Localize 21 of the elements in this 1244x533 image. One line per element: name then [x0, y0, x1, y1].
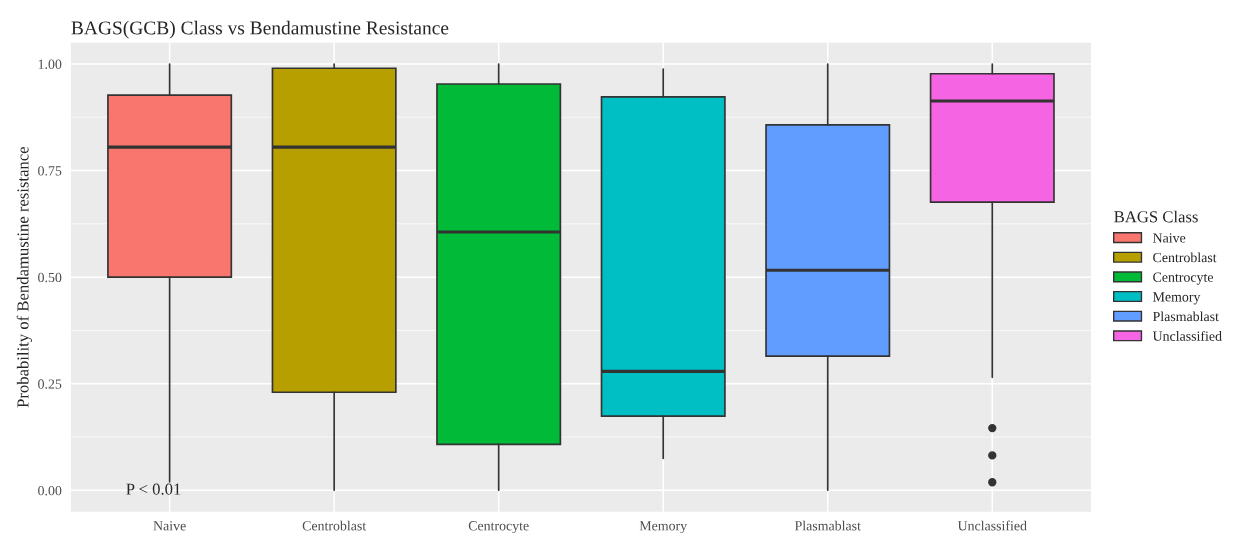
legend-label: Naive	[1152, 233, 1186, 243]
annotation: P < 0.01	[126, 483, 181, 495]
y-tick-label: 0.00	[38, 485, 62, 496]
y-tick-label: 0.75	[38, 166, 62, 176]
legend-label: Memory	[1152, 292, 1201, 305]
y-tick-label: 0.50	[38, 272, 62, 283]
x-tick-label: Naive	[153, 521, 186, 531]
x-tick-label: Memory	[639, 521, 688, 533]
y-axis-title: Probability of Bendamustine resistance	[16, 146, 33, 408]
legend-label: Centrocyte	[1153, 272, 1214, 285]
y-tick-label: 1.00	[38, 59, 62, 69]
x-tick-label: Plasmablast	[794, 520, 861, 531]
x-tick-label: Centrocyte	[468, 521, 529, 533]
legend-label: Unclassified	[1152, 330, 1222, 341]
legend-title: BAGS Class	[1114, 210, 1198, 223]
legend-label: Centroblast	[1153, 252, 1217, 263]
chart-title: BAGS(GCB) Class vs Bendamustine Resistance	[71, 20, 449, 39]
x-tick-label: Unclassified	[957, 520, 1027, 531]
y-tick-label: 0.25	[38, 379, 62, 389]
legend-label: Plasmablast	[1152, 311, 1219, 322]
x-tick-label: Centroblast	[302, 520, 367, 531]
